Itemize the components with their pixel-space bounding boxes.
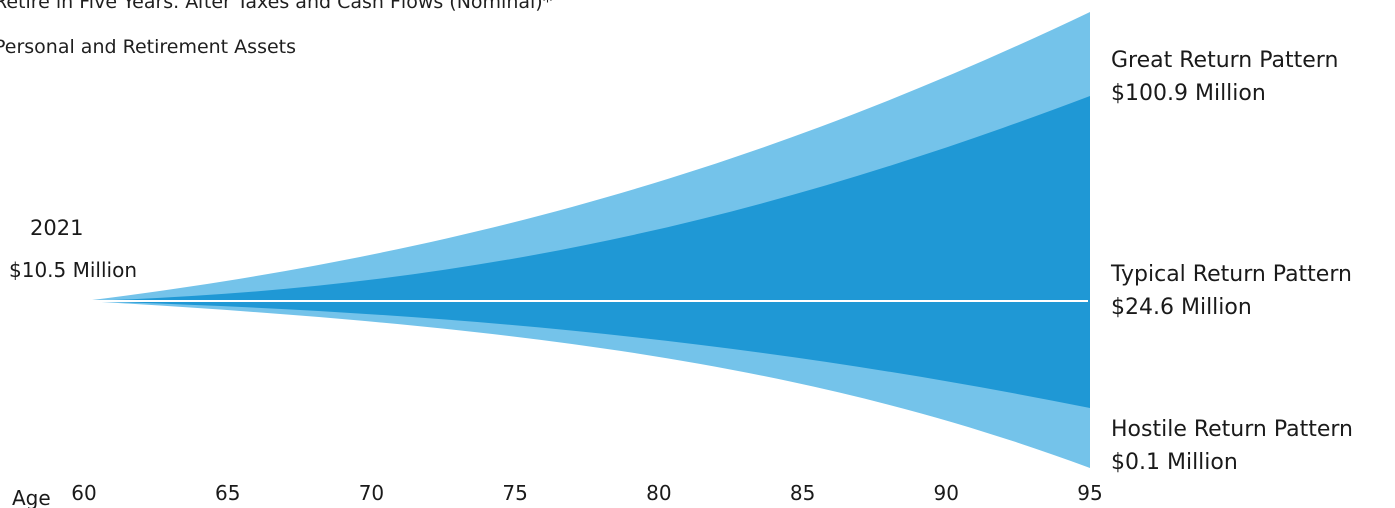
chart-subtitle: Personal and Retirement Assets: [0, 36, 297, 58]
x-tick-label: 95: [1077, 481, 1102, 505]
typical-return-value: $24.6 Million: [1111, 295, 1252, 320]
x-tick-label: 65: [215, 481, 240, 505]
chart-title: Retire in Five Years. After Taxes and Ca…: [0, 0, 553, 13]
x-tick-label: 70: [359, 481, 384, 505]
hostile-return-name: Hostile Return Pattern: [1111, 417, 1353, 442]
x-tick-label: 85: [790, 481, 815, 505]
hostile-return-value: $0.1 Million: [1111, 450, 1238, 475]
x-axis-label: Age: [12, 486, 51, 508]
great-return-label: Great Return Pattern $100.9 Million: [1111, 44, 1338, 110]
start-year-label: 2021: [30, 216, 84, 240]
great-return-name: Great Return Pattern: [1111, 48, 1339, 73]
x-tick-label: 75: [502, 481, 527, 505]
inner-outcome-band: [84, 96, 1090, 408]
typical-return-name: Typical Return Pattern: [1111, 262, 1352, 287]
typical-return-label: Typical Return Pattern $24.6 Million: [1111, 258, 1352, 324]
x-tick-label: 60: [71, 481, 96, 505]
x-tick-label: 80: [646, 481, 671, 505]
x-tick-label: 90: [934, 481, 959, 505]
x-axis: Age 60 65 70 75 80 85 90 95: [12, 481, 1103, 508]
start-value-label: $10.5 Million: [9, 258, 138, 282]
great-return-value: $100.9 Million: [1111, 81, 1266, 106]
hostile-return-label: Hostile Return Pattern $0.1 Million: [1111, 413, 1353, 479]
